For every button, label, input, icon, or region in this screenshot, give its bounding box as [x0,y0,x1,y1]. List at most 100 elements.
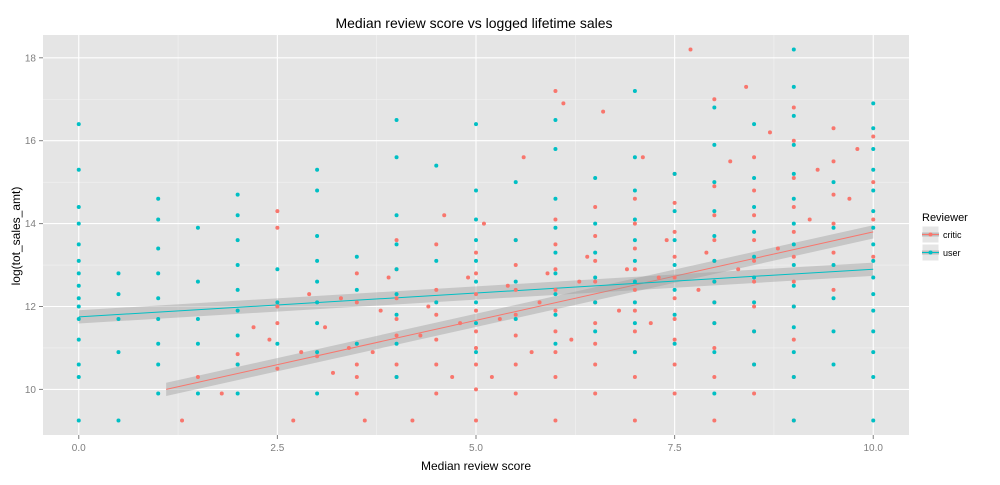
chart-title: Median review score vs logged lifetime s… [335,15,612,31]
point-critic [275,321,280,326]
point-user [235,192,240,197]
point-user [871,292,876,297]
point-user [831,362,836,367]
point-user [315,188,320,193]
point-user [632,217,637,222]
point-user [315,234,320,239]
point-critic [251,325,256,330]
point-user [791,304,796,309]
point-user [712,209,717,214]
point-critic [632,418,637,423]
point-critic [442,213,447,218]
point-user [712,391,717,396]
point-critic [752,155,757,160]
point-critic [553,242,558,247]
point-critic [672,229,677,234]
point-user [156,391,161,396]
point-user [593,329,598,334]
point-critic [640,155,645,160]
point-critic [791,105,796,110]
point-user [76,296,81,301]
point-critic [712,345,717,350]
point-critic [752,213,757,218]
point-user [712,258,717,263]
point-user [632,258,637,263]
point-critic [553,217,558,222]
point-critic [394,316,399,321]
point-critic [521,155,526,160]
point-user [76,271,81,276]
point-user [871,350,876,355]
point-critic [672,362,677,367]
point-critic [791,229,796,234]
point-user [871,209,876,214]
point-critic [386,275,391,280]
point-critic [275,209,280,214]
point-critic [354,374,359,379]
point-critic [474,387,478,392]
point-critic [712,238,717,243]
point-critic [831,192,836,197]
point-critic [219,391,224,396]
point-critic [330,370,335,375]
y-axis-label: log(tot_sales_amt) [9,187,23,286]
point-user [156,316,161,321]
point-critic [791,138,796,143]
point-critic [847,196,852,201]
point-critic [489,374,494,379]
point-critic [752,279,757,284]
point-user [553,117,558,122]
point-user [871,374,876,379]
point-critic [394,333,399,338]
point-user [513,279,518,284]
point-critic [744,84,749,89]
point-user [76,242,81,247]
point-user [76,418,81,423]
point-critic [553,308,558,313]
point-critic [315,354,320,359]
point-user [871,418,876,423]
point-user [593,275,598,280]
point-user [672,238,677,243]
point-critic [307,292,312,297]
point-user [553,196,558,201]
x-tick-label: 2.5 [270,443,284,454]
point-critic [410,418,415,423]
point-critic [299,350,304,355]
point-critic [593,234,598,239]
point-user [235,333,240,338]
point-user [76,167,81,172]
point-user [76,258,81,263]
point-user [632,155,637,160]
point-critic [736,267,741,272]
point-critic [394,238,399,243]
point-critic [593,391,598,396]
point-user [712,105,717,110]
point-user [474,279,478,284]
point-critic [354,300,359,305]
point-user [235,238,240,243]
point-user [593,300,598,305]
point-critic [601,109,606,114]
point-user [76,283,81,288]
point-user [871,258,876,263]
point-critic [593,205,598,210]
point-critic [791,205,796,210]
point-user [474,258,478,263]
point-critic [354,391,359,396]
point-critic [370,350,375,355]
data-points [76,47,876,423]
point-critic [831,250,836,255]
point-user [474,350,478,355]
point-critic [855,146,860,151]
point-critic [338,296,343,301]
point-critic [378,308,383,313]
point-critic [434,391,439,396]
point-user [791,196,796,201]
point-user [315,167,320,172]
point-user [632,238,637,243]
point-user [156,271,161,276]
point-critic [752,258,757,263]
point-user [712,180,717,185]
point-user [553,146,558,151]
